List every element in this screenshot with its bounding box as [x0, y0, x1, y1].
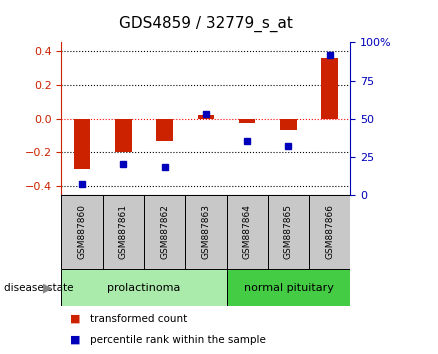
Text: disease state: disease state [4, 282, 74, 293]
Text: ■: ■ [70, 335, 81, 345]
Text: GSM887861: GSM887861 [119, 204, 128, 259]
Text: GSM887865: GSM887865 [284, 204, 293, 259]
Text: GSM887866: GSM887866 [325, 204, 334, 259]
Text: GSM887863: GSM887863 [201, 204, 210, 259]
FancyBboxPatch shape [61, 195, 102, 269]
FancyBboxPatch shape [102, 195, 144, 269]
FancyBboxPatch shape [61, 269, 226, 306]
Bar [280, 119, 297, 130]
Text: prolactinoma: prolactinoma [107, 282, 180, 293]
Text: GSM887862: GSM887862 [160, 204, 169, 259]
Text: percentile rank within the sample: percentile rank within the sample [90, 335, 266, 345]
FancyBboxPatch shape [144, 195, 185, 269]
Bar [115, 119, 131, 152]
Bar [321, 58, 338, 119]
Bar [156, 119, 173, 141]
Text: GSM887860: GSM887860 [78, 204, 86, 259]
FancyBboxPatch shape [226, 195, 268, 269]
Text: GSM887864: GSM887864 [243, 204, 252, 259]
Text: ▶: ▶ [43, 281, 53, 294]
Bar [239, 119, 255, 123]
Bar [74, 119, 90, 169]
FancyBboxPatch shape [185, 195, 226, 269]
Text: ■: ■ [70, 314, 81, 324]
Bar [198, 115, 214, 119]
FancyBboxPatch shape [226, 269, 350, 306]
Text: normal pituitary: normal pituitary [244, 282, 333, 293]
FancyBboxPatch shape [268, 195, 309, 269]
Text: transformed count: transformed count [90, 314, 187, 324]
FancyBboxPatch shape [309, 195, 350, 269]
Text: GDS4859 / 32779_s_at: GDS4859 / 32779_s_at [119, 16, 293, 32]
